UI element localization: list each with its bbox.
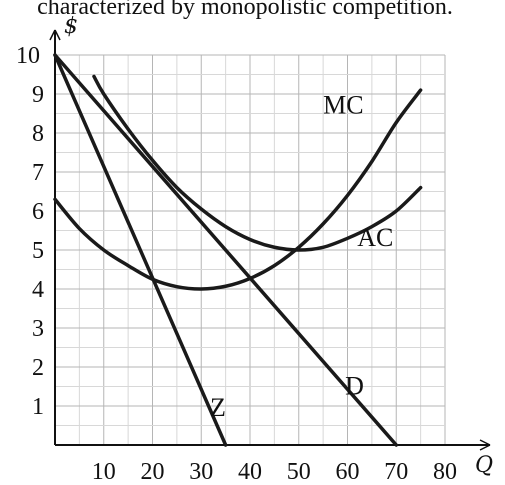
series-layer [53,53,423,447]
y-tick-label: 4 [32,277,44,303]
tick-labels: 10 20 30 40 50 60 70 80 1 2 3 4 5 6 7 8 9 10 [16,43,457,485]
y-tick-label: 3 [32,316,44,342]
curve-label-ac: AC [357,223,393,252]
x-tick-label: 20 [141,459,165,485]
x-axis-arrow-icon [479,439,491,451]
curve-label-d: D [345,371,364,400]
y-tick-label: 6 [32,199,44,225]
y-tick-label: 1 [32,394,44,420]
x-tick-label: 50 [287,459,311,485]
y-tick-label: 8 [32,121,44,147]
y-tick-label: 9 [32,82,44,108]
y-axis-arrow-icon [49,29,61,41]
x-tick-label: 80 [433,459,457,485]
y-tick-label: 7 [32,160,44,186]
curve-label-mc: MC [323,91,363,120]
x-tick-label: 60 [336,459,360,485]
x-tick-label: 10 [92,459,116,485]
series-mc-curve [53,88,423,291]
x-tick-label: 30 [189,459,213,485]
y-tick-label: 5 [32,238,44,264]
series-ac-curve [92,74,423,252]
y-tick-label: 10 [16,43,40,69]
y-tick-label: 2 [32,355,44,381]
series-d-curve [53,53,398,447]
axes: Q$ [49,14,493,478]
curve-label-z: Z [210,393,226,422]
x-axis-label: Q [475,453,493,478]
y-axis-label: $ [64,14,78,39]
x-tick-label: 70 [384,459,408,485]
header-text: characterized by monopolistic competitio… [37,0,453,20]
x-tick-label: 40 [238,459,262,485]
series-z-curve [53,53,228,447]
curve-labels: MC AC D Z [210,91,393,422]
